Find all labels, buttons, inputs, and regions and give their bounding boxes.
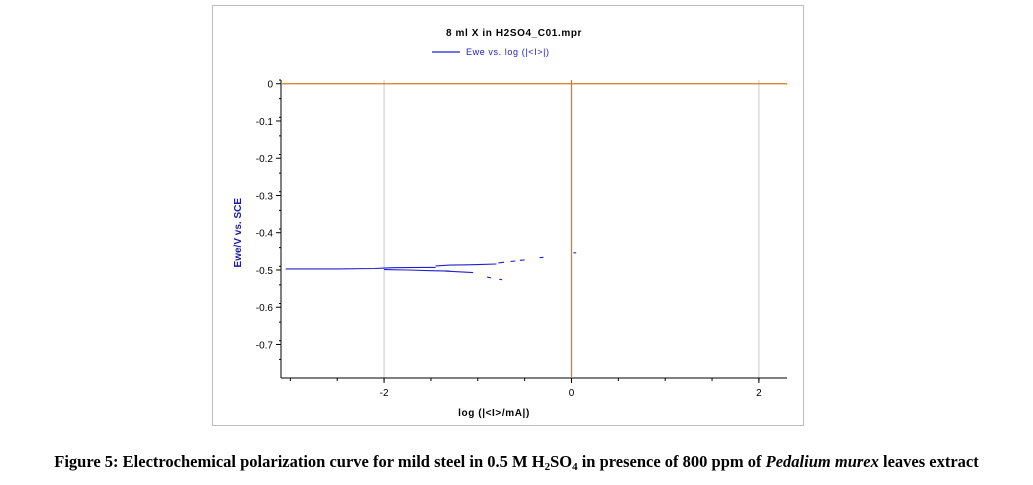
y-tick-label: 0 [267, 80, 273, 91]
series-segment [384, 269, 450, 272]
caption-suffix: leaves extract [878, 452, 979, 471]
polarization-chart: 0 -0.1 -0.2 -0.3 -0.4 -0.5 -0.6 -0.7 -2 0 2 8 ml X … [233, 28, 787, 419]
x-axis-label: log (|<I>/mA|) [458, 408, 530, 419]
y-tick-label: -0.7 [256, 340, 274, 351]
series-segment [444, 270, 474, 274]
y-tick-label: -0.5 [256, 266, 274, 277]
chart-frame: 0 -0.1 -0.2 -0.3 -0.4 -0.5 -0.6 -0.7 -2 0 2 8 ml X … [212, 5, 804, 426]
caption-subscript-4: 4 [572, 461, 578, 473]
x-tick-label: 0 [569, 388, 575, 399]
series-segment [285, 266, 436, 270]
caption-species: Pedalium murex [765, 452, 879, 471]
y-tick-label: -0.3 [256, 191, 274, 202]
caption-middle: in presence of 800 ppm of [577, 452, 766, 471]
caption-subscript-2: 2 [544, 461, 551, 473]
figure-caption: Figure 5: Electrochemical polarization c… [0, 452, 1033, 473]
y-tick-label: -0.1 [256, 117, 274, 128]
x-tick-label: 2 [756, 388, 762, 399]
caption-so: SO [550, 452, 573, 471]
y-tick-label: -0.4 [256, 229, 274, 240]
series-segment [435, 263, 497, 267]
chart-title: 8 ml X in H2SO4_C01.mpr [446, 28, 582, 39]
caption-prefix: Figure 5: Electrochemical polarization c… [54, 452, 545, 471]
y-tick-label: -0.2 [256, 154, 274, 165]
y-axis-label: Ewe/V vs. SCE [233, 198, 244, 268]
series-segment [487, 276, 491, 279]
y-tick-label: -0.6 [256, 303, 274, 314]
x-tick-label: -2 [380, 388, 389, 399]
series-segment [498, 261, 505, 264]
legend-label: Ewe vs. log (|<I>|) [466, 47, 550, 57]
